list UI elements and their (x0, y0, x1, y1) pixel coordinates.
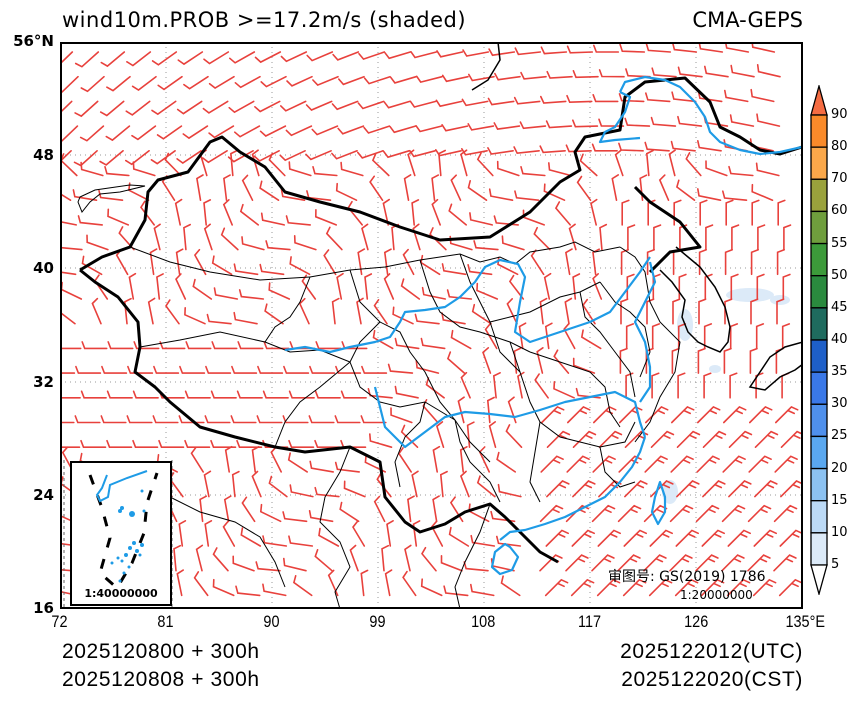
lon-tick-135: 135°E (785, 612, 826, 631)
map-frame (60, 42, 803, 609)
colorbar-label-20: 20 (831, 460, 848, 476)
valid-time-cst: 2025122020(CST) (621, 668, 803, 691)
colorbar-label-35: 35 (831, 364, 848, 380)
kazakh-lake-outline (77, 184, 146, 213)
colorbar-label-70: 70 (831, 171, 848, 187)
lon-tick-108: 108 (471, 612, 496, 631)
inset-dashes (63, 460, 173, 609)
lat-tick-24: 24 (33, 486, 54, 504)
chart-title: wind10m.PROB >=17.2m/s (shaded) (62, 8, 467, 32)
lon-tick-99: 99 (369, 612, 386, 631)
rivers-coastline (284, 75, 803, 576)
model-name: CMA-GEPS (692, 8, 803, 32)
colorbar-label-50: 50 (831, 267, 848, 283)
inset-map (88, 470, 159, 591)
map-scale-label: 1:20000000 (680, 588, 753, 602)
national-boundary (79, 76, 803, 564)
myanmar-boundary (319, 446, 351, 609)
colorbar-label-40: 40 (831, 332, 848, 347)
colorbar (810, 85, 828, 595)
colorbar-label-25: 25 (831, 428, 848, 444)
colorbar-label-90: 90 (831, 107, 848, 122)
colorbar-label-45: 45 (831, 299, 848, 315)
colorbar-label-15: 15 (831, 492, 848, 508)
lon-tick-81: 81 (157, 612, 174, 631)
lat-tick-56: 56°N (13, 32, 54, 50)
lon-tick-72: 72 (51, 612, 68, 631)
map-approval-number: 审图号: GS(2019) 1786 (608, 569, 766, 585)
lat-tick-16: 16 (33, 599, 54, 617)
map-canvas (60, 42, 803, 609)
inset-scale-label: 1:40000000 (84, 587, 158, 600)
colorbar-label-80: 80 (831, 139, 848, 155)
lat-tick-48: 48 (33, 146, 54, 164)
init-time-cst: 2025120808 + 300h (62, 668, 260, 691)
japan-coastline (748, 341, 803, 391)
lon-tick-90: 90 (263, 612, 280, 631)
probability-shading (662, 288, 790, 504)
colorbar-label-10: 10 (831, 524, 848, 540)
lat-tick-40: 40 (33, 259, 54, 277)
valid-time-utc: 2025122012(UTC) (620, 640, 803, 663)
india-boundary (169, 496, 286, 588)
colorbar-label-30: 30 (831, 396, 848, 412)
colorbar-label-60: 60 (831, 203, 848, 219)
south-china-sea-inset: 1:40000000 (70, 461, 172, 606)
colorbar-label-55: 55 (831, 235, 848, 251)
init-time-utc: 2025120800 + 300h (62, 640, 260, 663)
lat-tick-32: 32 (33, 373, 54, 391)
korea-coastline (659, 246, 731, 353)
colorbar-label-5: 5 (831, 557, 840, 572)
sakhalin-coastline (471, 42, 501, 91)
southeast-asia-coastline (454, 503, 491, 609)
lon-tick-126: 126 (684, 612, 709, 631)
lon-tick-117: 117 (578, 612, 602, 631)
